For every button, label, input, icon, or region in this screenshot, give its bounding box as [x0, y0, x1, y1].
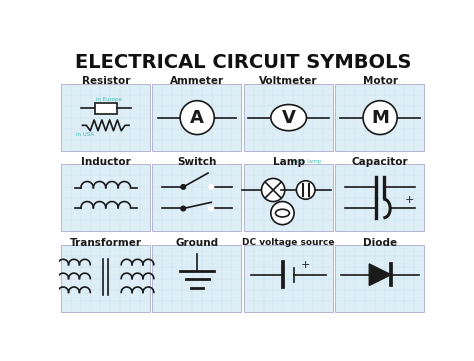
Bar — [335, 164, 424, 231]
Circle shape — [181, 184, 186, 189]
Text: Capacitor: Capacitor — [352, 157, 409, 167]
Bar — [244, 245, 333, 312]
Text: Transformer: Transformer — [70, 238, 142, 248]
Bar — [61, 245, 150, 312]
Circle shape — [209, 206, 213, 211]
Text: Neon lamp: Neon lamp — [291, 159, 321, 164]
Text: DC voltage source: DC voltage source — [242, 238, 335, 247]
Text: Ammeter: Ammeter — [170, 77, 224, 86]
Text: A: A — [190, 109, 204, 127]
Circle shape — [209, 184, 213, 189]
Ellipse shape — [275, 209, 290, 217]
Ellipse shape — [271, 105, 307, 131]
Bar — [61, 84, 150, 151]
Bar — [61, 164, 150, 231]
Bar — [244, 84, 333, 151]
Bar — [335, 245, 424, 312]
Text: Inductor: Inductor — [81, 157, 131, 167]
Bar — [152, 245, 241, 312]
Text: Voltmeter: Voltmeter — [259, 77, 318, 86]
Circle shape — [180, 101, 214, 135]
Bar — [95, 103, 117, 114]
Polygon shape — [369, 264, 391, 286]
Bar — [335, 84, 424, 151]
Text: Resistor: Resistor — [82, 77, 130, 86]
Text: V: V — [282, 109, 296, 127]
Text: ELECTRICAL CIRCUIT SYMBOLS: ELECTRICAL CIRCUIT SYMBOLS — [75, 53, 411, 72]
Text: in USA: in USA — [76, 132, 94, 137]
Text: in Europe: in Europe — [96, 97, 122, 102]
Circle shape — [181, 206, 186, 211]
Text: Motor: Motor — [363, 77, 398, 86]
Circle shape — [271, 201, 294, 225]
Text: +: + — [405, 195, 414, 205]
Text: Lamp: Lamp — [273, 157, 305, 167]
Circle shape — [363, 101, 397, 135]
Text: Switch: Switch — [177, 157, 217, 167]
Bar — [244, 164, 333, 231]
Bar — [152, 84, 241, 151]
Bar — [152, 164, 241, 231]
Circle shape — [262, 178, 285, 201]
Text: +: + — [301, 261, 310, 270]
Text: M: M — [371, 109, 389, 127]
Text: Ground: Ground — [176, 238, 219, 248]
Circle shape — [296, 181, 315, 199]
Text: Diode: Diode — [363, 238, 397, 248]
